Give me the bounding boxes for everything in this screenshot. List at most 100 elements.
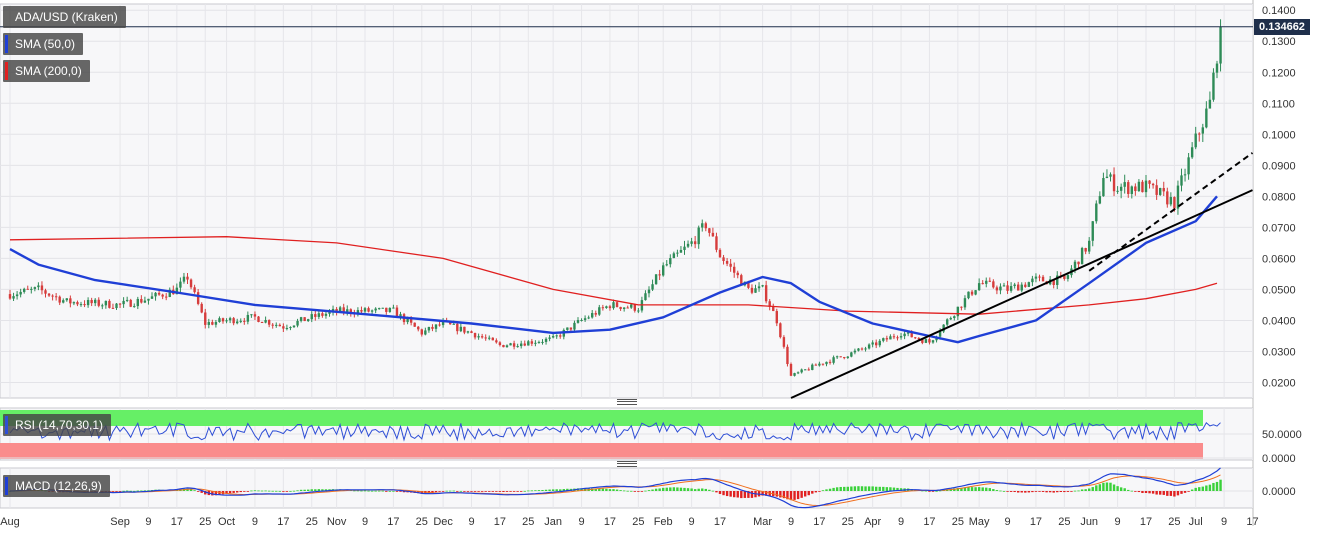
x-tick-label: 25 [632, 516, 644, 528]
macd-histogram-bar [701, 488, 704, 491]
up-candle [23, 288, 26, 292]
macd-histogram-bar [1017, 491, 1020, 493]
up-candle [882, 338, 885, 341]
down-candle [257, 316, 260, 323]
up-candle [1034, 276, 1038, 279]
up-candle [406, 318, 409, 323]
macd-histogram-bar [594, 488, 597, 491]
pane-resize-handle-rsi[interactable] [617, 399, 637, 405]
price-tick-label: 0.0600 [1262, 253, 1296, 265]
up-candle [1091, 221, 1094, 241]
up-candle [1144, 180, 1148, 193]
current-price-tag: 0.134662 [1254, 18, 1310, 35]
macd-histogram-bar [764, 491, 768, 496]
macd-histogram-bar [1144, 491, 1148, 493]
x-tick-label: 17 [923, 516, 935, 528]
up-candle [346, 309, 349, 313]
macd-histogram-bar [1173, 491, 1176, 497]
down-candle [914, 337, 917, 339]
up-candle [1119, 186, 1123, 191]
up-candle [466, 331, 470, 333]
macd-histogram-bar [523, 490, 526, 492]
down-candle [54, 296, 58, 298]
macd-histogram-bar [196, 491, 200, 492]
up-candle [548, 337, 551, 339]
down-candle [129, 299, 132, 307]
macd-histogram-bar [651, 489, 654, 491]
down-candle [892, 336, 896, 338]
macd-histogram-bar [1048, 491, 1052, 493]
up-candle [924, 339, 928, 343]
up-candle [299, 317, 303, 321]
macd-histogram-bar [449, 490, 452, 492]
macd-label: MACD (12,26,9) [15, 479, 102, 493]
macd-histogram-bar [633, 491, 636, 492]
macd-histogram-bar [793, 491, 796, 500]
down-candle [385, 307, 388, 312]
macd-histogram-bar [747, 491, 750, 498]
up-candle [1095, 203, 1098, 222]
macd-histogram-bar [285, 491, 289, 492]
macd-histogram-bar [1109, 482, 1112, 491]
macd-histogram-bar [445, 490, 448, 492]
up-candle [104, 300, 108, 306]
sma50-legend[interactable]: SMA (50,0) [3, 33, 84, 55]
macd-legend[interactable]: MACD (12,26,9) [3, 475, 110, 497]
down-candle [409, 318, 413, 323]
down-candle [1063, 275, 1066, 279]
up-candle [1183, 174, 1187, 176]
macd-histogram-bar [395, 491, 399, 492]
macd-histogram-bar [1052, 491, 1055, 493]
macd-histogram-bar [498, 491, 502, 492]
down-candle [335, 308, 338, 312]
x-tick-label: Mar [753, 516, 772, 528]
up-candle [505, 345, 509, 348]
up-candle [1137, 181, 1141, 192]
up-candle [179, 281, 182, 288]
macd-histogram-bar [250, 490, 253, 492]
macd-histogram-bar [1038, 491, 1041, 492]
macd-histogram-bar [491, 491, 494, 492]
up-candle [1194, 133, 1197, 148]
down-candle [896, 337, 899, 339]
down-candle [530, 341, 534, 344]
up-candle [679, 249, 683, 253]
macd-histogram-bar [1187, 491, 1190, 492]
down-candle [200, 303, 203, 313]
up-candle [1219, 26, 1222, 64]
macd-histogram-bar [637, 491, 640, 492]
up-candle [516, 346, 519, 348]
macd-histogram-bar [505, 491, 509, 492]
up-candle [857, 348, 860, 351]
macd-histogram-bar [1141, 491, 1144, 494]
up-candle [942, 324, 945, 332]
x-tick-label: Feb [654, 516, 673, 528]
up-candle [399, 314, 402, 317]
macd-histogram-bar [1208, 484, 1212, 491]
up-candle [94, 299, 97, 304]
down-candle [658, 274, 661, 276]
sma200-legend[interactable]: SMA (200,0) [3, 60, 90, 82]
macd-histogram-bar [878, 486, 881, 491]
up-candle [985, 280, 988, 284]
up-candle [79, 304, 83, 306]
macd-histogram-bar [743, 491, 747, 498]
up-candle [669, 258, 672, 265]
sma50-color-swatch [5, 35, 8, 53]
x-tick-label: 9 [578, 516, 584, 528]
macd-histogram-bar [1194, 487, 1197, 491]
pane-resize-handle-macd[interactable] [617, 461, 637, 467]
macd-histogram-bar [353, 490, 356, 492]
down-candle [601, 307, 605, 309]
macd-histogram-bar [1212, 482, 1215, 491]
macd-histogram-bar [1166, 491, 1169, 496]
macd-histogram-bar [310, 489, 313, 491]
down-candle [839, 356, 842, 358]
rsi-legend[interactable]: RSI (14,70,30,1) [3, 414, 112, 436]
up-candle [72, 302, 76, 304]
down-candle [633, 304, 636, 311]
up-candle [125, 299, 129, 301]
down-candle [40, 285, 44, 291]
up-candle [654, 274, 658, 285]
